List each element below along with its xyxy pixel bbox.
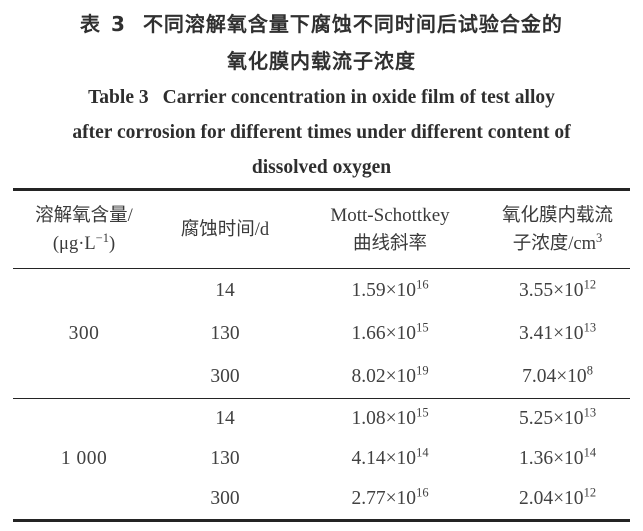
dissolved-oxygen-cell: 300 [68,322,100,344]
carrier-concentration-cell: 3.41×1013 [518,320,597,344]
table-row: 1 000 14 1.08×1015 5.25×1013 [13,398,630,521]
table-title-en-line2: after corrosion for different times unde… [72,122,571,143]
table-title-en: Table 3 Carrier concentration in oxide fi… [0,80,643,185]
carrier-concentration-cell: 5.25×1013 [485,398,630,439]
table-row: 300 14 1.59×1016 3.55×1012 [13,269,630,344]
table-row: 300 8.02×1019 7.04×108 [13,355,630,399]
table-header: 溶解氧含量/ (μg·L−1) 腐蚀时间/d Mott-Schottkey 曲线… [13,189,630,269]
data-table: 溶解氧含量/ (μg·L−1) 腐蚀时间/d Mott-Schottkey 曲线… [13,188,630,522]
table-row: 300 2.77×1016 2.04×1012 [13,479,630,521]
table-body: 300 14 1.59×1016 3.55×1012 130 1.66×1015 3.41×… [13,269,630,521]
table-title-zh-line2: 氧化膜内载流子浓度 [227,49,416,73]
corrosion-time-cell: 300 [210,488,240,509]
mott-schottkey-slope-cell: 1.66×1015 [351,320,429,344]
table-number-zh: 表 3 [80,12,127,36]
corrosion-time-cell: 300 [210,365,240,387]
carrier-concentration-cell: 2.04×1012 [518,485,597,509]
dissolved-oxygen-cell: 1 000 [13,398,155,521]
carrier-concentration-cell: 7.04×108 [522,363,593,387]
table-title-en-line1: Table 3 Carrier concentration in oxide fi… [0,80,643,115]
table-row: 130 1.66×1015 3.41×1013 [13,312,630,355]
table-title-en-text: Carrier concentration in oxide film of t… [162,87,555,108]
header-carrier-concentration: 氧化膜内载流 子浓度/cm3 [485,189,630,269]
table-title-zh-line1: 表 3 不同溶解氧含量下腐蚀不同时间后试验合金的 [0,6,643,43]
mott-schottkey-slope-cell: 1.59×1016 [351,277,429,301]
mott-schottkey-slope-cell: 8.02×1019 [351,363,429,387]
header-dissolved-oxygen: 溶解氧含量/ (μg·L−1) [13,189,155,269]
table-title-zh-text: 不同溶解氧含量下腐蚀不同时间后试验合金的 [142,12,563,36]
header-corrosion-time: 腐蚀时间/d [155,189,295,269]
table-title-zh: 表 3 不同溶解氧含量下腐蚀不同时间后试验合金的 氧化膜内载流子浓度 [0,0,643,80]
mott-schottkey-slope-cell: 1.08×1015 [295,398,485,439]
mott-schottkey-slope-cell: 4.14×1014 [351,445,429,469]
table-number-en: Table 3 [88,87,149,108]
table-row: 130 4.14×1014 1.36×1014 [13,439,630,479]
table-title-en-line3: dissolved oxygen [251,157,392,178]
corrosion-time-cell: 130 [210,322,240,344]
corrosion-time-cell: 14 [215,279,235,301]
corrosion-time-cell: 130 [210,448,240,469]
header-mott-schottkey-slope: Mott-Schottkey 曲线斜率 [295,189,485,269]
carrier-concentration-cell: 3.55×1012 [518,277,597,301]
carrier-concentration-cell: 1.36×1014 [518,445,597,469]
mott-schottkey-slope-cell: 2.77×1016 [351,485,429,509]
table-header-row: 溶解氧含量/ (μg·L−1) 腐蚀时间/d Mott-Schottkey 曲线… [13,189,630,269]
corrosion-time-cell: 14 [155,398,295,439]
